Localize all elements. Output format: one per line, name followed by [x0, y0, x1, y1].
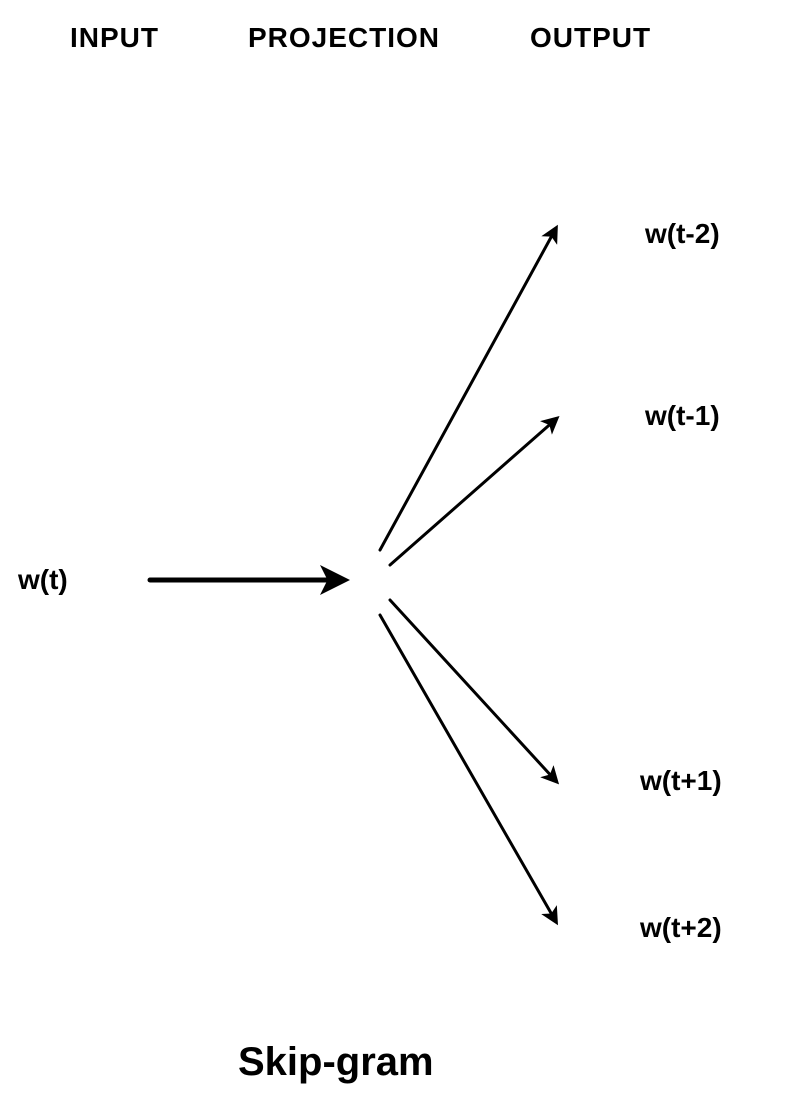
arrow-proj-to-wtm1	[390, 420, 555, 565]
arrows-layer	[0, 0, 794, 1118]
arrow-proj-to-wtp2	[380, 615, 555, 920]
arrow-proj-to-wtm2	[380, 230, 555, 550]
arrow-proj-to-wtp1	[390, 600, 555, 780]
